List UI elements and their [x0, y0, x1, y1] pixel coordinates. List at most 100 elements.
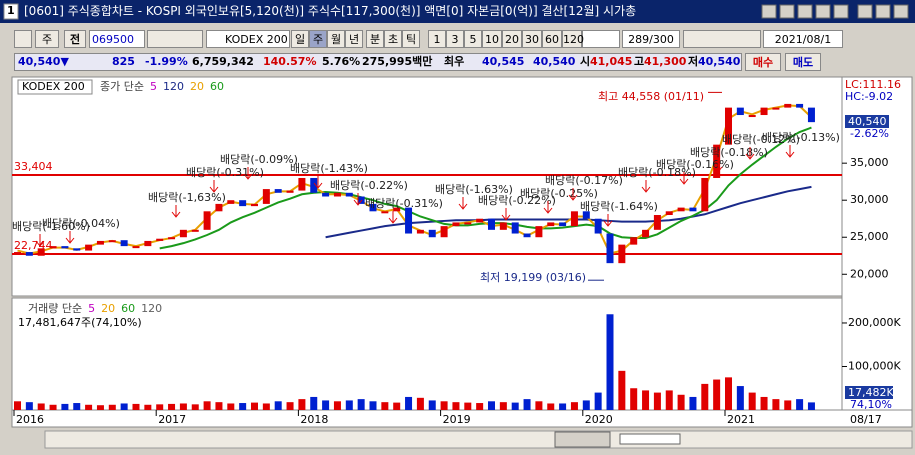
quote-item: 5.76% — [322, 55, 361, 68]
button[interactable] — [857, 4, 873, 19]
dividend-label: 배당락(-0.04%) — [42, 217, 120, 230]
volume-bar — [108, 404, 116, 410]
date-input[interactable]: 2021/08/1 — [763, 30, 843, 48]
volume-bar — [511, 402, 519, 410]
quote-item: 140.57% — [263, 55, 317, 68]
button[interactable] — [815, 4, 831, 19]
dividend-label: 배당락(-0.22%) — [330, 179, 408, 192]
interval-button[interactable]: 10 — [482, 30, 502, 48]
volume-bar — [630, 388, 638, 410]
period-button[interactable]: 월 — [327, 30, 345, 48]
candle — [298, 177, 306, 191]
volume-bar — [274, 401, 282, 410]
code-input[interactable]: 069500 — [89, 30, 145, 48]
candle — [689, 207, 697, 212]
volume-bar — [393, 402, 401, 410]
x-tick-label: 2018 — [300, 413, 328, 426]
y-tick-label: 200,000K — [848, 316, 901, 329]
scroll-thumb[interactable] — [619, 433, 681, 445]
market-select[interactable]: 전 — [64, 30, 86, 48]
period-button[interactable]: 틱 — [402, 30, 420, 48]
quote-item: 41,045 — [590, 55, 633, 68]
interval-button[interactable]: 3 — [446, 30, 464, 48]
legend-item: 20 — [101, 302, 115, 315]
candle — [606, 233, 614, 264]
volume-bar — [120, 403, 128, 410]
period-button[interactable]: 분 — [366, 30, 384, 48]
candle — [440, 226, 448, 238]
candle — [262, 189, 270, 204]
scrollbar[interactable] — [44, 430, 913, 449]
period-button[interactable]: 주 — [309, 30, 327, 48]
y-tick-label: 25,000 — [850, 230, 889, 243]
candle — [736, 107, 744, 116]
period-button[interactable]: 일 — [291, 30, 309, 48]
tool-icons[interactable] — [683, 30, 761, 48]
volume-bar — [618, 370, 626, 410]
tool-icons[interactable] — [147, 30, 203, 48]
dividend-arrow — [313, 176, 323, 189]
quote-item: 41,300 — [644, 55, 687, 68]
button[interactable] — [761, 4, 777, 19]
interval-button[interactable]: 5 — [464, 30, 482, 48]
quote-item: 40,540 — [698, 55, 741, 68]
candle — [310, 177, 318, 193]
volume-bar — [191, 404, 199, 410]
button[interactable] — [875, 4, 891, 19]
candle — [570, 211, 578, 227]
button[interactable] — [833, 4, 849, 19]
candle — [748, 115, 756, 118]
window-buttons[interactable] — [761, 4, 909, 19]
period-button[interactable]: 초 — [384, 30, 402, 48]
x-axis-strip — [11, 409, 913, 428]
window-icon — [3, 3, 19, 20]
volume-bar — [535, 401, 543, 410]
dividend-label: 배당락(-0.18%) — [618, 166, 696, 179]
candle — [476, 218, 484, 223]
volume-bar — [215, 402, 223, 410]
candle — [96, 240, 104, 245]
volume-bar — [49, 404, 57, 410]
menu-icon[interactable] — [14, 30, 32, 48]
volume-bar — [357, 399, 365, 410]
button[interactable] — [797, 4, 813, 19]
interval-button[interactable]: 30 — [522, 30, 542, 48]
dividend-label: 배당락(-0.31%) — [365, 197, 443, 210]
candle — [582, 211, 590, 219]
quote-item: 40,545 — [482, 55, 525, 68]
dividend-arrow — [171, 205, 181, 218]
period-button[interactable]: 년 — [345, 30, 363, 48]
interval-button[interactable]: 1 — [428, 30, 446, 48]
hc-label: HC:-9.02 — [845, 90, 893, 103]
volume-ratio: 74,10% — [850, 398, 892, 411]
dividend-label: 배당락(-1.43%) — [290, 162, 368, 175]
quote-item: -1.99% — [145, 55, 188, 68]
volume-bar — [665, 390, 673, 410]
candle — [452, 222, 460, 227]
button[interactable] — [779, 4, 795, 19]
volume-bar — [286, 402, 294, 410]
candle — [191, 229, 199, 232]
candle — [630, 237, 638, 245]
quote-item: 최우 — [444, 55, 465, 68]
legend-item: 60 — [210, 80, 224, 93]
interval-button[interactable]: 20 — [502, 30, 522, 48]
order-button[interactable]: 매도 — [785, 53, 821, 71]
interval-button[interactable]: 60 — [542, 30, 562, 48]
unit-select[interactable]: 주 — [35, 30, 59, 48]
quote-item: 시 — [580, 55, 591, 68]
dividend-label: 배당락(-0.13%) — [762, 131, 840, 144]
last-box — [845, 386, 893, 399]
volume-bar — [416, 397, 424, 410]
scroll-controls[interactable] — [554, 431, 611, 448]
button[interactable] — [893, 4, 909, 19]
order-button[interactable]: 매수 — [745, 53, 781, 71]
volume-bar — [310, 396, 318, 410]
volume-bar — [96, 405, 104, 410]
dividend-label: 배당락(-0.31%) — [186, 166, 264, 179]
interval-button[interactable]: 120 — [562, 30, 584, 48]
dividend-label: 배당락(-1.63%) — [435, 183, 513, 196]
dropdown[interactable] — [582, 30, 620, 48]
candle — [796, 103, 804, 108]
legend-item: 20 — [190, 80, 204, 93]
